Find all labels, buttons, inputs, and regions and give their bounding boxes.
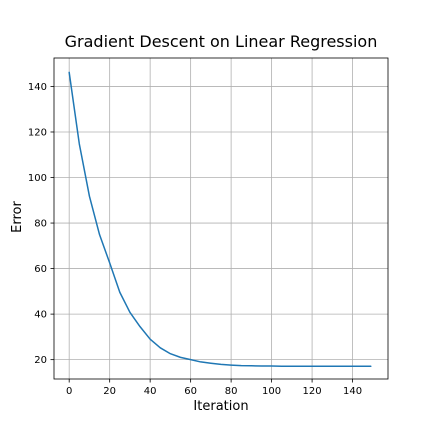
y-tick-label: 100: [28, 173, 47, 184]
y-tick-label: 60: [34, 264, 47, 275]
y-tick-label: 20: [34, 355, 47, 366]
y-tick-label: 40: [34, 310, 47, 321]
x-tick-label: 120: [303, 386, 322, 397]
axes-frame: [53, 57, 389, 380]
x-tick-label: 0: [66, 386, 72, 397]
y-tick-label: 80: [34, 219, 47, 230]
y-tick-label: 120: [28, 127, 47, 138]
x-tick-label: 40: [144, 386, 157, 397]
chart-title: Gradient Descent on Linear Regression: [65, 32, 378, 51]
ticks: 0 20 40 60 80 100 120 140 20 40 60 80 100 120 140: [28, 82, 362, 397]
grid: [54, 58, 388, 379]
x-tick-label: 140: [343, 386, 362, 397]
x-tick-label: 100: [262, 386, 281, 397]
y-tick-label: 140: [28, 82, 47, 93]
x-tick-label: 20: [103, 386, 116, 397]
plot-frame: [53, 57, 389, 380]
x-axis-title: Iteration: [193, 399, 248, 414]
series-layer: [68, 71, 372, 367]
x-tick-label: 80: [225, 386, 238, 397]
x-tick-label: 60: [184, 386, 197, 397]
series-line: [68, 71, 372, 367]
y-axis-title: Error: [10, 201, 25, 233]
